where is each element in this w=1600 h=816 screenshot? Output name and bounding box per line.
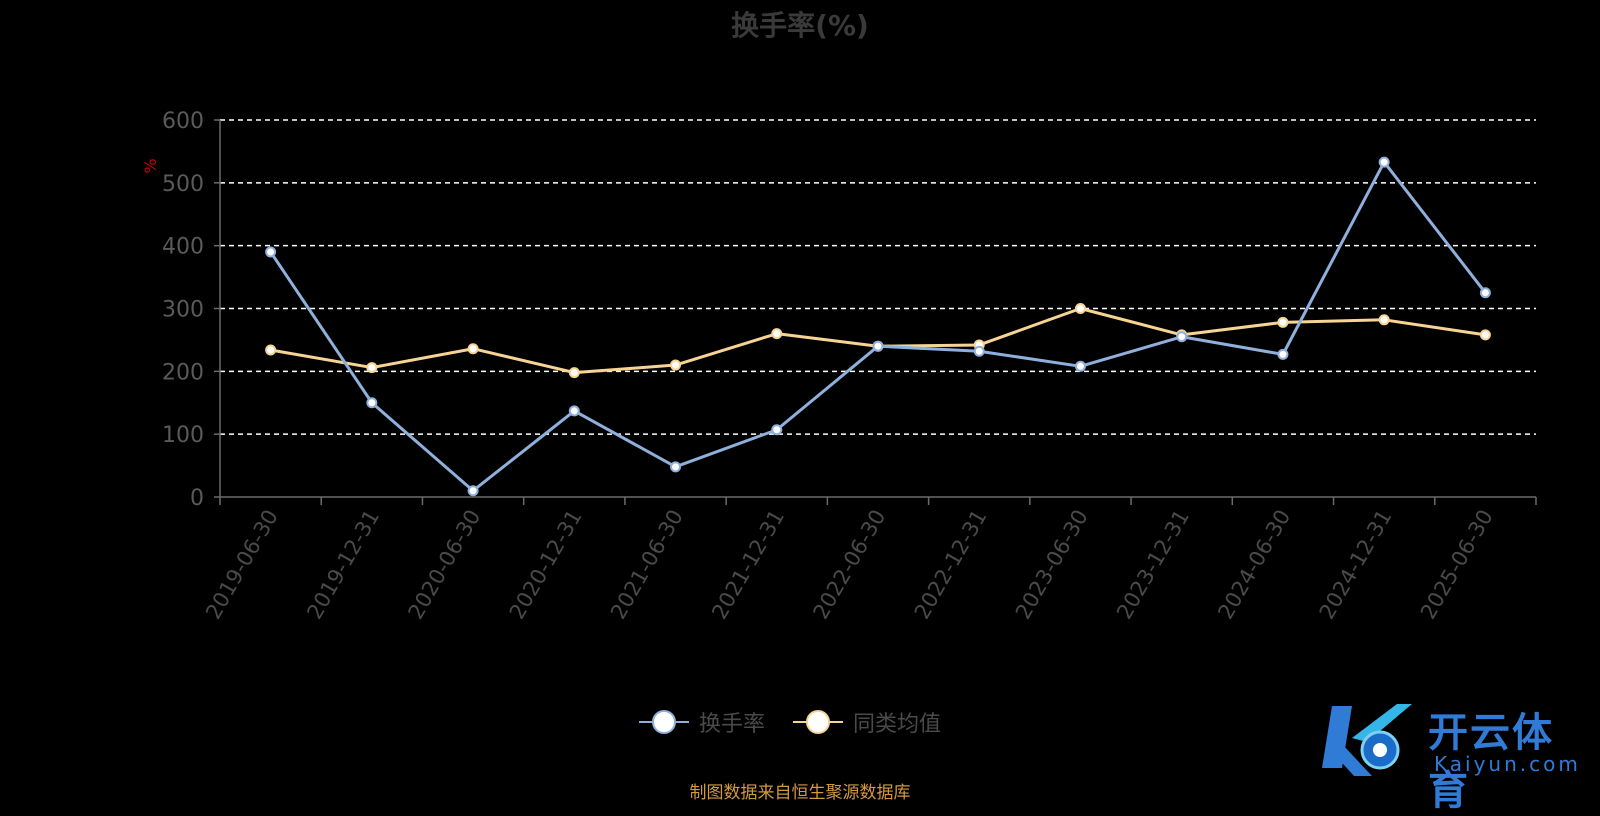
data-point-peer-average[interactable] [771,328,783,340]
data-point-turnover[interactable] [467,485,479,497]
data-point-peer-average[interactable] [1074,303,1086,314]
data-point-peer-average[interactable] [265,344,277,356]
x-tick-label: 2024-12-31 [1315,506,1397,624]
legend-label-peer-average: 同类均值 [853,712,942,737]
data-point-turnover[interactable] [670,461,682,473]
legend: 换手率 同类均值 [0,706,1590,738]
x-tick-label: 2022-12-31 [910,505,992,623]
y-tick-label: 500 [162,172,204,197]
x-tick-label: 2020-12-31 [505,506,587,624]
data-point-turnover[interactable] [1176,331,1188,343]
legend-item-turnover[interactable]: 换手率 [638,706,765,738]
data-point-peer-average[interactable] [1378,314,1390,326]
x-tick-label: 2023-06-30 [1011,506,1093,624]
data-point-turnover[interactable] [1479,287,1491,299]
data-point-peer-average[interactable] [467,343,479,355]
y-tick-label: 400 [162,235,204,260]
data-point-turnover[interactable] [1277,348,1289,360]
y-tick-label: 100 [162,423,204,448]
data-point-peer-average[interactable] [568,367,580,379]
y-tick-label: 200 [162,360,204,385]
x-tick-label: 2020-06-30 [404,505,486,623]
y-axis-unit-label: % [141,158,160,173]
chart-title: 换手率(%) [731,9,869,42]
x-tick-label: 2023-12-31 [1112,506,1194,624]
y-tick-label: 300 [162,298,204,323]
grid-lines [220,119,1536,435]
x-tick-label: 2024-06-30 [1213,506,1295,624]
series-peer-average [265,303,1491,379]
legend-item-peer-average[interactable]: 同类均值 [793,706,941,738]
data-point-peer-average[interactable] [1277,316,1289,328]
data-point-turnover[interactable] [1378,156,1390,168]
series-turnover [265,156,1491,497]
data-point-turnover[interactable] [568,405,580,417]
x-tick-label: 2021-06-30 [606,506,688,624]
source-note: 制图数据来自恒生聚源数据库 [689,783,911,803]
y-tick-label: 600 [162,109,204,134]
data-point-turnover[interactable] [771,424,783,436]
x-tick-label: 2025-06-30 [1416,506,1498,624]
x-tick-label: 2022-06-30 [809,506,891,624]
series-group [265,156,1491,497]
data-point-turnover[interactable] [265,246,277,258]
data-point-peer-average[interactable] [1479,329,1491,341]
data-point-turnover[interactable] [973,345,985,357]
legend-swatch-turnover [638,710,689,734]
legend-swatch-peer-average [793,710,843,734]
y-tick-label: 0 [190,486,204,511]
series-line-turnover [269,160,1487,493]
data-point-turnover[interactable] [1074,360,1086,372]
x-tick-label: 2021-12-31 [707,506,789,624]
data-point-peer-average[interactable] [366,362,378,374]
watermark-logo: 开云体育 Kaiyun.com [1312,698,1592,814]
data-point-peer-average[interactable] [670,359,682,371]
x-tick-label: 2019-12-31 [302,506,384,624]
watermark-url: Kaiyun.com [1434,752,1581,776]
data-point-turnover[interactable] [366,397,378,409]
data-point-turnover[interactable] [872,340,884,352]
x-tick-label: 2019-06-30 [201,506,283,624]
legend-label-turnover: 换手率 [698,712,765,737]
kaiyun-logo-icon [1322,704,1412,776]
